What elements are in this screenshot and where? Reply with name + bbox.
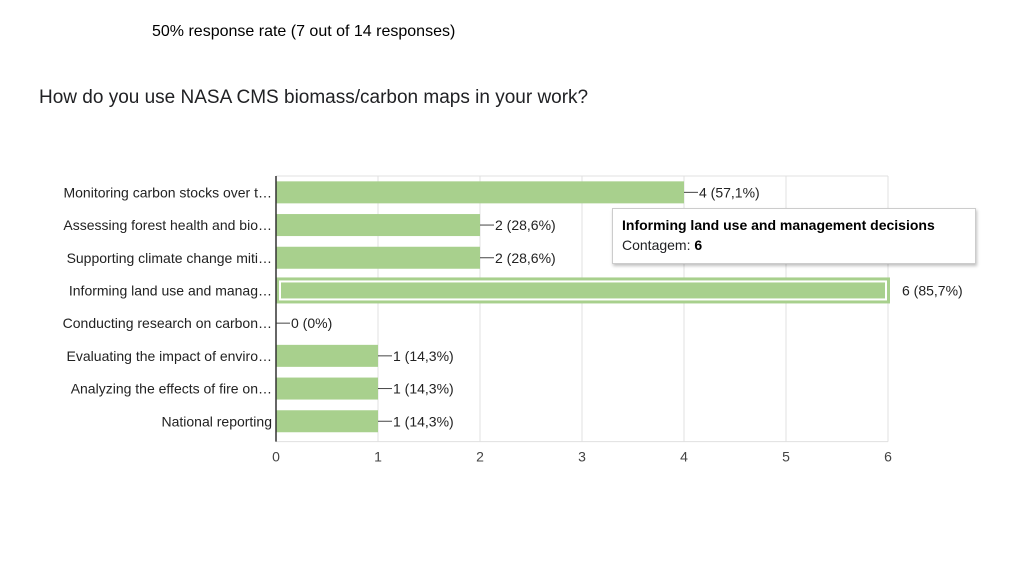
data-label: 1 (14,3%) [393, 413, 454, 429]
bar [276, 214, 480, 237]
x-tick-label: 3 [578, 449, 586, 465]
bar [276, 181, 684, 204]
x-tick-label: 0 [272, 449, 280, 465]
data-label: 2 (28,6%) [495, 250, 556, 266]
data-label: 0 (0%) [291, 315, 332, 331]
bar [276, 246, 480, 269]
bar [276, 377, 378, 400]
bar [276, 410, 378, 433]
data-label: 2 (28,6%) [495, 217, 556, 233]
category-label: Evaluating the impact of enviro… [67, 348, 272, 364]
data-label: 1 (14,3%) [393, 348, 454, 364]
x-tick-label: 4 [680, 449, 688, 465]
tooltip-count: Contagem: 6 [622, 237, 966, 253]
x-tick-label: 2 [476, 449, 484, 465]
x-tick-label: 6 [884, 449, 892, 465]
category-label: Supporting climate change miti… [67, 250, 272, 266]
data-label: 4 (57,1%) [699, 184, 760, 200]
category-label: Monitoring carbon stocks over t… [63, 184, 272, 200]
tooltip-title: Informing land use and management decisi… [622, 217, 935, 233]
response-rate-text: 50% response rate (7 out of 14 responses… [152, 23, 456, 40]
tooltip-count-label: Contagem: [622, 237, 691, 253]
bar [279, 280, 887, 301]
category-label: Informing land use and manag… [69, 282, 272, 298]
tooltip-count-value: 6 [694, 237, 703, 253]
data-label: 6 (85,7%) [902, 282, 963, 298]
category-label: Conducting research on carbon… [63, 315, 272, 331]
x-tick-label: 1 [374, 449, 382, 465]
question-title: How do you use NASA CMS biomass/carbon m… [39, 87, 589, 108]
chart-tooltip: Informing land use and management decisi… [612, 208, 976, 264]
data-label: 1 (14,3%) [393, 381, 454, 397]
category-label: National reporting [161, 413, 272, 429]
x-tick-label: 5 [782, 449, 790, 465]
category-label: Analyzing the effects of fire on… [71, 381, 272, 397]
bar [276, 344, 378, 367]
category-label: Assessing forest health and bio… [63, 217, 272, 233]
